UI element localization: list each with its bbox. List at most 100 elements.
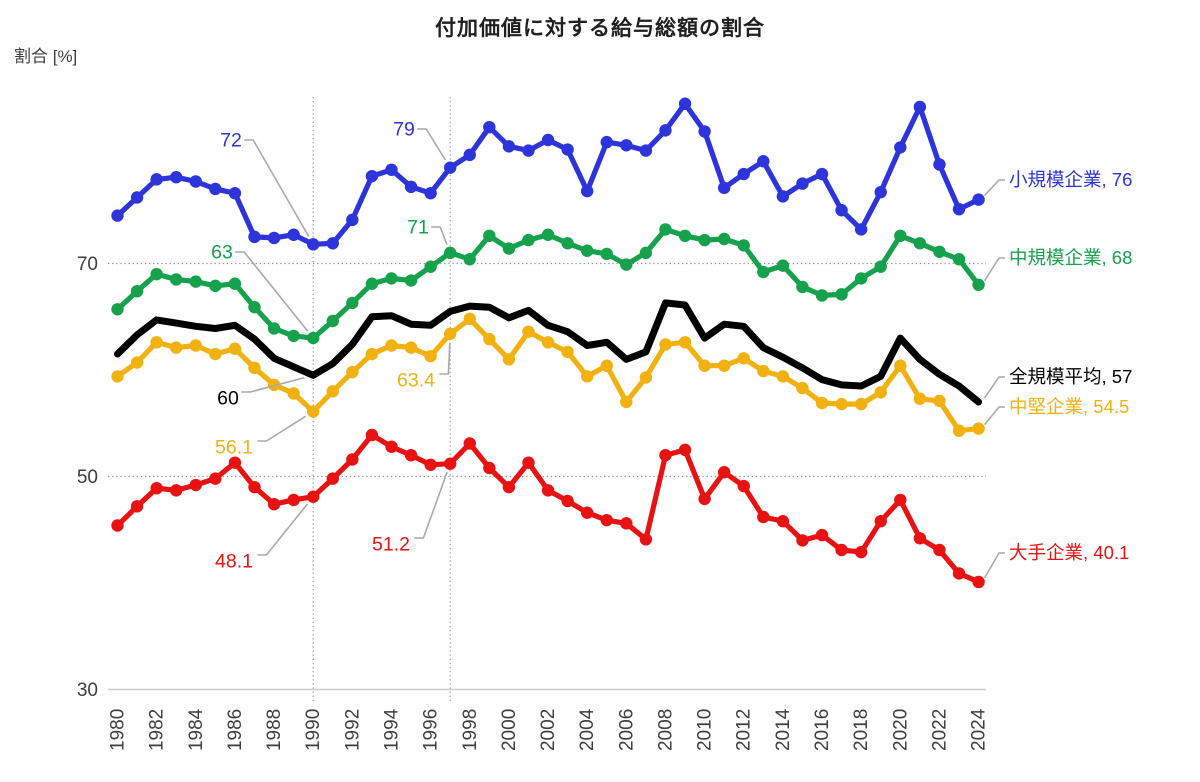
series-point-4-1986 <box>228 456 242 469</box>
series-point-0-1984 <box>189 175 202 188</box>
annotation-48.1: 48.1 <box>215 551 253 573</box>
series-point-4-2006 <box>620 517 633 530</box>
series-point-0-1995 <box>404 180 418 194</box>
series-point-0-2020 <box>894 141 907 154</box>
x-tick-2008: 2008 <box>655 709 676 751</box>
end-label-leader-0 <box>983 179 1005 197</box>
series-point-1-2009 <box>678 229 692 243</box>
series-point-1-1980 <box>111 303 124 316</box>
series-point-0-2017 <box>835 204 848 217</box>
annotation-leader-63 <box>235 251 309 332</box>
series-point-1-2018 <box>854 272 868 285</box>
series-point-3-1982 <box>150 336 163 349</box>
series-point-3-2024 <box>972 422 985 435</box>
x-tick-2010: 2010 <box>695 709 716 751</box>
series-point-4-2017 <box>835 543 848 557</box>
series-point-4-1993 <box>365 428 379 442</box>
series-point-4-2007 <box>639 533 653 546</box>
series-point-0-2024 <box>972 193 985 206</box>
series-point-3-1996 <box>424 349 437 363</box>
series-point-4-1989 <box>287 493 300 507</box>
series-point-0-2002 <box>541 133 555 147</box>
series-point-1-2024 <box>972 278 985 291</box>
x-tick-1994: 1994 <box>381 708 402 751</box>
series-point-0-2007 <box>639 144 653 157</box>
series-point-3-2012 <box>737 352 750 365</box>
series-point-4-2000 <box>502 480 516 494</box>
series-point-4-1996 <box>424 458 437 471</box>
series-point-0-2011 <box>717 181 731 195</box>
series-point-0-1981 <box>130 191 144 204</box>
x-tick-1998: 1998 <box>460 709 481 751</box>
series-point-4-2021 <box>913 532 927 545</box>
series-point-3-2003 <box>561 345 574 359</box>
series-point-3-2018 <box>854 397 868 411</box>
series-point-0-2014 <box>776 190 790 203</box>
series-point-3-2023 <box>952 424 966 437</box>
series-point-4-1990 <box>307 490 320 503</box>
end-label-leader-3 <box>983 406 1005 426</box>
series-point-3-1999 <box>483 332 496 346</box>
end-label-leader-2 <box>983 376 1005 399</box>
series-point-4-2014 <box>776 515 790 528</box>
series-point-3-1997 <box>443 327 457 340</box>
annotation-63: 63 <box>211 242 233 264</box>
x-tick-1990: 1990 <box>303 709 324 751</box>
series-point-3-1983 <box>170 341 183 354</box>
y-tick-30: 30 <box>77 680 98 701</box>
x-tick-1982: 1982 <box>147 709 168 751</box>
series-point-3-2001 <box>522 325 535 338</box>
annotation-leader-71 <box>431 226 448 245</box>
series-point-4-2012 <box>737 479 750 493</box>
annotation-60: 60 <box>217 388 239 410</box>
series-point-0-1996 <box>424 187 437 200</box>
annotation-72: 72 <box>220 130 242 152</box>
series-point-0-1998 <box>463 148 476 162</box>
series-point-4-1985 <box>209 472 222 485</box>
series-point-0-1994 <box>385 163 398 176</box>
annotation-leader-63.4 <box>439 342 451 375</box>
end-label-leader-1 <box>983 257 1005 282</box>
series-point-4-2016 <box>815 528 829 542</box>
series-point-3-2005 <box>600 359 613 372</box>
series-point-1-2013 <box>757 265 770 279</box>
x-tick-2024: 2024 <box>969 708 990 751</box>
x-tick-2016: 2016 <box>812 709 833 751</box>
series-point-4-1981 <box>130 500 144 513</box>
series-point-0-1982 <box>150 173 163 186</box>
series-line-0 <box>114 101 982 247</box>
series-point-3-2006 <box>620 395 633 409</box>
series-point-1-2021 <box>913 237 927 250</box>
series-point-3-1984 <box>189 339 202 352</box>
annotation-leader-79 <box>417 128 447 161</box>
series-point-1-1990 <box>307 331 320 345</box>
series-point-3-2011 <box>717 359 731 372</box>
x-tick-2020: 2020 <box>890 709 911 751</box>
series-point-4-1982 <box>150 482 163 495</box>
end-label-0: 小規模企業, 76 <box>1009 169 1132 190</box>
x-tick-2000: 2000 <box>499 709 520 751</box>
series-point-4-2018 <box>854 545 868 559</box>
series-point-3-2002 <box>541 336 555 349</box>
series-point-3-1987 <box>248 361 261 375</box>
series-point-3-2014 <box>776 370 790 383</box>
series-point-0-1997 <box>443 161 457 174</box>
annotation-56.1: 56.1 <box>215 437 253 459</box>
series-point-1-1992 <box>346 296 359 310</box>
series-point-0-1989 <box>287 228 300 241</box>
series-point-0-1980 <box>111 209 124 222</box>
series-point-1-2022 <box>933 245 946 258</box>
series-point-4-1994 <box>385 440 398 453</box>
x-tick-2004: 2004 <box>577 708 598 751</box>
series-point-0-2001 <box>522 144 535 157</box>
x-tick-2014: 2014 <box>773 708 794 751</box>
y-axis-title: 割合 [%] <box>14 47 78 66</box>
series-point-3-1994 <box>385 339 398 352</box>
series-point-4-2024 <box>972 575 985 589</box>
end-label-4: 大手企業, 40.1 <box>1009 542 1129 563</box>
series-point-1-1985 <box>209 279 222 293</box>
end-label-leader-4 <box>983 552 1005 579</box>
series-point-3-1995 <box>404 341 418 354</box>
series-point-1-2019 <box>874 260 887 273</box>
